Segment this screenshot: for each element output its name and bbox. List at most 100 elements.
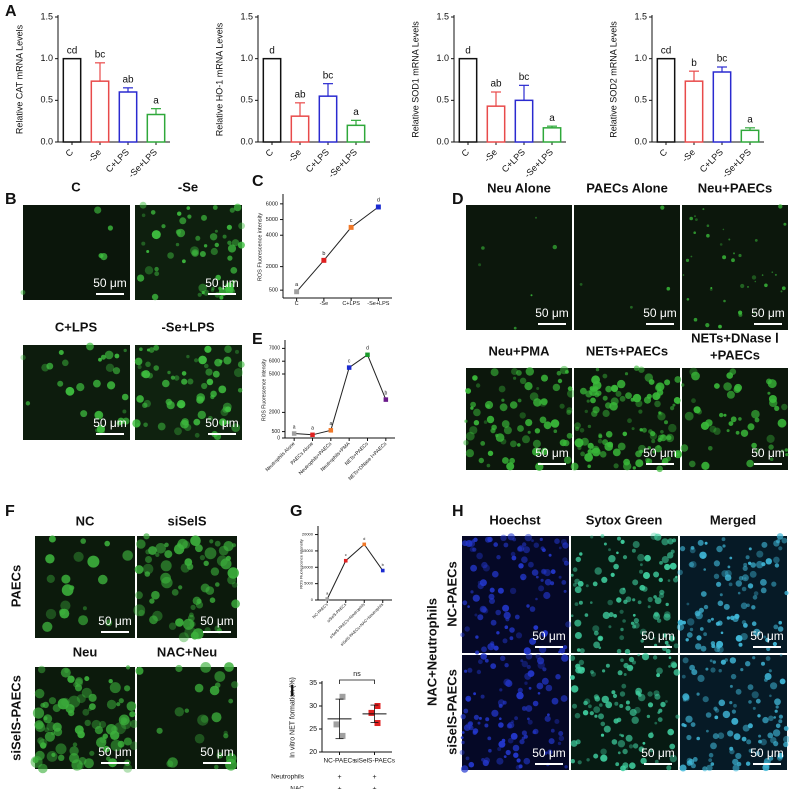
cell — [38, 665, 46, 674]
cell — [563, 456, 572, 464]
cell — [723, 382, 732, 391]
panel-letter: C — [252, 173, 264, 190]
cell — [237, 388, 243, 393]
cell — [579, 428, 585, 433]
significance-letter: d — [366, 346, 369, 352]
cell — [563, 560, 569, 566]
cell — [716, 545, 723, 553]
cell — [619, 587, 626, 595]
cell — [605, 701, 613, 709]
significance-letter: ab — [294, 89, 306, 100]
cell — [132, 419, 141, 428]
cell — [472, 375, 478, 381]
cell — [647, 446, 651, 450]
cell — [592, 625, 600, 633]
cell — [638, 366, 645, 373]
cell — [663, 613, 671, 621]
cell — [578, 600, 583, 605]
cell — [566, 432, 573, 439]
cell — [547, 749, 553, 755]
cell — [548, 553, 552, 557]
cell — [583, 700, 588, 706]
cell — [141, 241, 146, 246]
cell — [664, 379, 671, 386]
y-axis-label: ROS Fluorescence intensity — [298, 539, 303, 589]
cell — [600, 733, 605, 737]
cell — [532, 700, 539, 707]
cell — [658, 708, 663, 713]
cell — [763, 635, 767, 639]
cell — [574, 586, 582, 594]
cell — [513, 752, 519, 758]
y-axis-label: Relative SOD2 mRNA Levels — [609, 21, 619, 138]
cell — [658, 434, 664, 441]
cell — [713, 427, 721, 435]
micrograph: 50 μm — [680, 367, 789, 470]
cell — [726, 616, 731, 620]
cell — [472, 547, 477, 552]
cell — [462, 600, 468, 606]
cell — [210, 288, 215, 292]
cell — [86, 342, 94, 351]
cell — [103, 745, 110, 753]
cell — [669, 743, 676, 750]
x-tick-label: -Se — [680, 147, 697, 164]
cell — [565, 370, 569, 374]
cell — [567, 389, 576, 398]
cell — [536, 387, 540, 390]
cell — [668, 656, 672, 659]
cell — [96, 737, 107, 748]
cell — [745, 555, 750, 560]
cell — [518, 563, 524, 569]
cell — [148, 546, 157, 555]
cell — [716, 640, 724, 648]
cell — [590, 397, 596, 404]
cell — [700, 591, 707, 597]
cell — [632, 393, 642, 403]
cell — [587, 424, 592, 429]
cell — [482, 759, 489, 767]
y-tick-label: 1.0 — [634, 53, 647, 63]
cell — [184, 558, 193, 566]
cell — [688, 758, 695, 765]
cell — [478, 457, 484, 464]
cell — [533, 625, 539, 630]
cell — [726, 390, 735, 399]
cell — [629, 762, 636, 769]
cell — [203, 560, 209, 566]
micrograph: 50 μm — [459, 653, 569, 773]
cell — [543, 569, 551, 577]
cell — [753, 591, 759, 596]
point — [374, 703, 381, 709]
cell — [767, 391, 771, 395]
cell — [652, 655, 658, 660]
cell — [512, 537, 517, 542]
cell — [676, 623, 685, 631]
cell — [733, 703, 737, 708]
cell — [710, 641, 716, 646]
y-tick-label: 500 — [272, 429, 281, 435]
cell — [640, 639, 644, 643]
cell — [59, 608, 66, 616]
cell — [577, 760, 582, 765]
cell — [104, 350, 114, 360]
cell — [681, 674, 686, 679]
chart: 0.0 0.5 1.0 1.5 Relative SOD1 mRNA Levels C -S… — [411, 11, 566, 180]
cell — [231, 543, 237, 548]
cell — [68, 710, 75, 717]
significance-letter: d — [269, 45, 275, 56]
cell — [38, 738, 48, 748]
cell — [742, 724, 750, 732]
cell — [72, 742, 78, 747]
cell — [225, 758, 237, 771]
cell — [62, 359, 69, 367]
cell — [741, 574, 749, 582]
cell — [668, 665, 671, 668]
cell — [758, 739, 762, 744]
cell — [509, 627, 515, 633]
cell — [770, 682, 778, 690]
cell — [785, 453, 789, 457]
cell — [201, 291, 205, 295]
x-tick-label: C+LPS — [500, 147, 527, 174]
cell — [765, 637, 770, 643]
